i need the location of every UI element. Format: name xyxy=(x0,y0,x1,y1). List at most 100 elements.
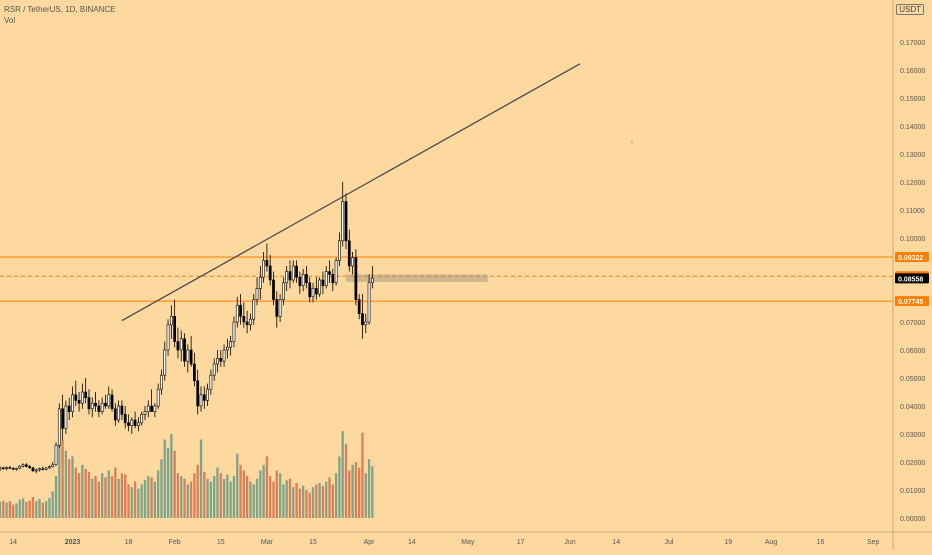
volume-bar xyxy=(308,492,311,518)
volume-bar xyxy=(259,470,262,518)
volume-bar xyxy=(209,481,213,518)
candle-body xyxy=(21,464,25,467)
volume-bar xyxy=(147,476,150,518)
volume-bar xyxy=(262,464,265,518)
x-tick-label: Feb xyxy=(169,539,181,546)
volume-bar xyxy=(302,485,305,518)
candle-body xyxy=(41,468,45,470)
volume-bar xyxy=(107,470,110,518)
volume-bar xyxy=(140,484,143,518)
candle-body xyxy=(318,279,322,295)
volume-bar xyxy=(48,497,51,518)
candle-body xyxy=(140,414,144,424)
y-tick-label: 0.15000 xyxy=(900,96,925,103)
volume-bar xyxy=(97,481,101,518)
volume-bar xyxy=(74,467,77,518)
volume-bar xyxy=(222,478,226,518)
currency-badge[interactable]: USDT xyxy=(896,4,924,15)
volume-bar xyxy=(114,467,117,518)
candle-body xyxy=(357,299,361,314)
candle-body xyxy=(189,349,193,365)
volume-bar xyxy=(31,497,35,518)
volume-bar xyxy=(28,500,31,518)
candle-body xyxy=(311,288,315,298)
candle-body xyxy=(64,405,68,429)
volume-bar xyxy=(0,501,2,518)
volume-bar xyxy=(265,456,269,518)
candle-body xyxy=(331,274,335,284)
volume-bar xyxy=(100,473,104,518)
candle-body xyxy=(301,274,305,286)
volume-bar xyxy=(71,456,74,518)
candle-body xyxy=(298,276,302,286)
candle-body xyxy=(61,408,64,429)
volume-bar xyxy=(176,473,180,518)
candle-body xyxy=(74,394,78,401)
volume-bar xyxy=(285,480,288,518)
volume-bar xyxy=(311,487,315,518)
symbol-header: RSR / TetherUS, 1D, BINANCE xyxy=(4,5,116,14)
y-tick-label: 0.12000 xyxy=(900,180,925,187)
volume-bar xyxy=(54,476,58,518)
candle-body xyxy=(163,349,167,376)
y-tick-label: 0.01000 xyxy=(900,488,925,495)
candle-body xyxy=(206,388,209,401)
volume-bar xyxy=(189,481,193,518)
volume-bar xyxy=(325,481,328,518)
candle-body xyxy=(143,411,147,415)
volume-bar xyxy=(124,474,127,518)
candle-body xyxy=(347,240,351,267)
candle-body xyxy=(156,388,160,407)
candle-body xyxy=(81,391,84,404)
candle-body xyxy=(15,467,18,470)
volume-bar xyxy=(61,439,64,518)
volume-bar xyxy=(68,459,71,518)
candle-body xyxy=(100,402,104,412)
candle-body xyxy=(183,338,186,362)
volume-bar xyxy=(328,477,331,518)
candle-body xyxy=(166,324,170,351)
volume-bar xyxy=(295,483,298,518)
volume-bar xyxy=(35,501,38,518)
volume-bar xyxy=(143,480,147,518)
volume-bar xyxy=(58,434,61,518)
candle-body xyxy=(179,338,183,351)
volume-bar xyxy=(318,483,321,518)
candle-body xyxy=(258,276,262,289)
volume-bar xyxy=(157,470,160,518)
volume-bar xyxy=(344,443,348,518)
candle-body xyxy=(321,279,325,286)
candle-body xyxy=(370,278,374,284)
candle-body xyxy=(328,271,331,275)
y-tick-label: 0.17000 xyxy=(900,40,925,47)
price-tag: 0.08558 xyxy=(895,273,929,284)
price-range-band xyxy=(345,274,488,282)
price-tag-label: 0.09322 xyxy=(898,255,923,262)
volume-bar xyxy=(2,500,5,518)
candle-body xyxy=(199,394,203,407)
candle-body xyxy=(196,380,200,407)
candle-body xyxy=(54,444,58,466)
candle-body xyxy=(291,265,295,281)
volume-bar xyxy=(120,473,124,518)
candle-body xyxy=(334,260,338,284)
candle-body xyxy=(272,279,275,300)
candle-body xyxy=(212,363,216,376)
volume-bar xyxy=(245,476,249,518)
volume-bar xyxy=(364,473,367,518)
candle-body xyxy=(137,422,140,426)
candle-body xyxy=(150,405,153,412)
candle-body xyxy=(104,402,107,407)
candle-body xyxy=(51,464,55,468)
candle-body xyxy=(314,288,318,295)
candle-body xyxy=(295,265,298,278)
volume-bar xyxy=(275,470,278,518)
price-tag: 0.09322 xyxy=(895,251,929,262)
candle-body xyxy=(5,467,8,470)
candle-body xyxy=(133,419,137,426)
x-tick-label: Sep xyxy=(867,539,880,546)
candle-body xyxy=(44,467,48,470)
candle-body xyxy=(28,466,32,469)
candle-body xyxy=(255,288,259,300)
